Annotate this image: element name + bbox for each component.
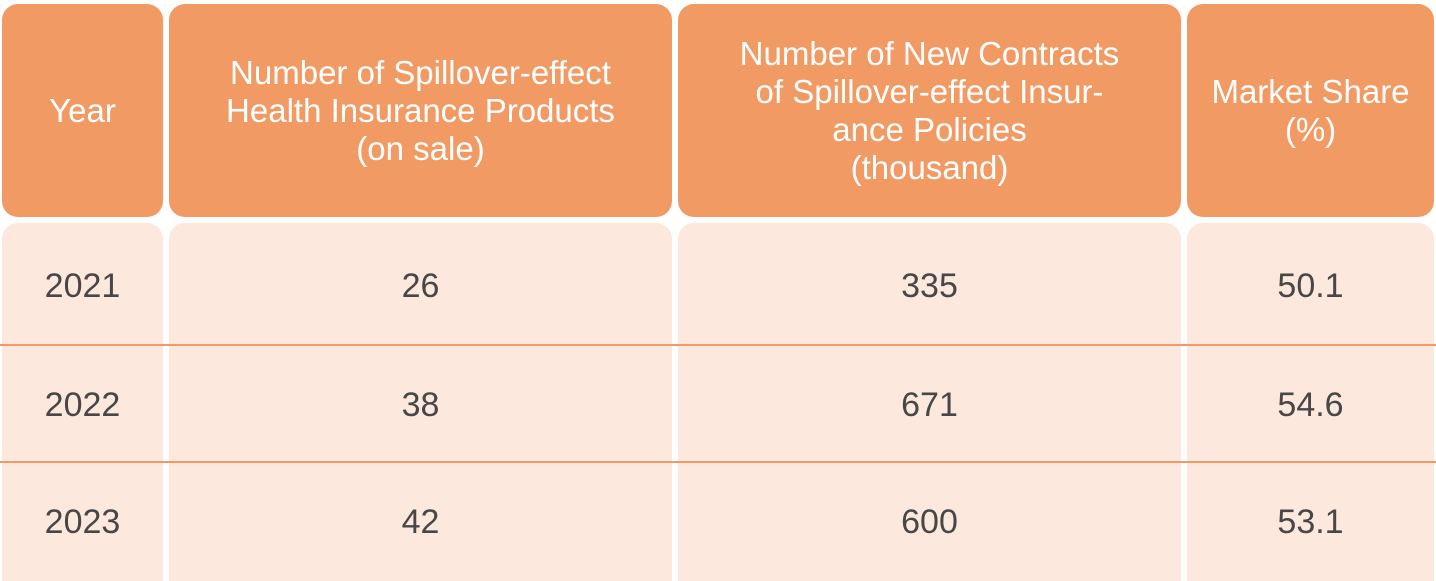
cell-year: 2023: [44, 502, 121, 541]
header-products-line-1: Number of Spillover-effect: [230, 53, 611, 91]
header-products-line-3: (on sale): [356, 129, 485, 167]
row-divider: [0, 344, 1436, 346]
header-contracts: Number of New Contracts of Spillover-eff…: [678, 4, 1181, 217]
cell-market-share: 53.1: [1277, 502, 1344, 541]
header-contracts-line-2: of Spillover-effect Insur-: [755, 72, 1104, 110]
header-products: Number of Spillover-effect Health Insura…: [169, 4, 672, 217]
cell-contracts: 671: [901, 385, 958, 424]
header-contracts-line-3: ance Policies: [832, 110, 1027, 148]
market-share-column-background: [1187, 223, 1434, 581]
cell-market-share: 54.6: [1277, 385, 1344, 424]
header-market-share: Market Share (%): [1187, 4, 1434, 217]
header-market-share-line-1: Market Share: [1211, 72, 1410, 110]
cell-year: 2021: [44, 266, 121, 305]
cell-contracts: 335: [901, 266, 958, 305]
header-year-label: Year: [49, 91, 116, 129]
products-column-background: [169, 223, 672, 581]
header-market-share-line-2: (%): [1284, 110, 1337, 148]
cell-contracts: 600: [901, 502, 958, 541]
cell-products: 26: [401, 266, 440, 305]
cell-products: 38: [401, 385, 440, 424]
contracts-column-background: [678, 223, 1181, 581]
cell-year: 2022: [44, 385, 121, 424]
row-divider: [0, 461, 1436, 463]
header-year: Year: [2, 4, 163, 217]
header-products-line-2: Health Insurance Products: [226, 91, 615, 129]
year-column-background: [2, 223, 163, 581]
header-contracts-line-4: (thousand): [850, 148, 1009, 186]
cell-market-share: 50.1: [1277, 266, 1344, 305]
header-contracts-line-1: Number of New Contracts: [739, 34, 1120, 72]
cell-products: 42: [401, 502, 440, 541]
